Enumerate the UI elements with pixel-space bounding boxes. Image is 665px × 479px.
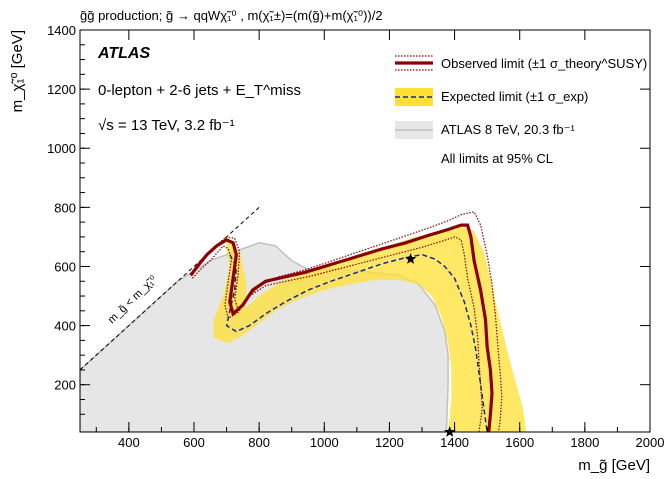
y-tick-label-0: 200 bbox=[54, 378, 76, 393]
legend-observed-label: Observed limit (±1 σ_theory^SUSY) bbox=[441, 56, 647, 71]
benchmark-star-0 bbox=[404, 253, 417, 264]
cl-note: All limits at 95% CL bbox=[441, 151, 553, 166]
selection-label: 0-lepton + 2-6 jets + E_T^miss bbox=[98, 82, 301, 99]
x-tick-label-8: 2000 bbox=[636, 435, 665, 450]
observed-line bbox=[189, 223, 494, 432]
x-tick-label-4: 1200 bbox=[375, 435, 404, 450]
energy-label: √s = 13 TeV, 3.2 fb⁻¹ bbox=[98, 117, 235, 134]
y-tick-label-1: 400 bbox=[54, 319, 76, 334]
observed-minus-line bbox=[191, 236, 483, 432]
y-tick-label-6: 1400 bbox=[47, 23, 76, 38]
x-tick-label-2: 800 bbox=[248, 435, 270, 450]
x-tick-label-3: 1000 bbox=[310, 435, 339, 450]
y-tick-label-5: 1200 bbox=[47, 82, 76, 97]
legend-expected-label: Expected limit (±1 σ_exp) bbox=[441, 89, 588, 104]
diagonal-line bbox=[80, 207, 260, 371]
x-tick-label-7: 1800 bbox=[570, 435, 599, 450]
x-tick-label-5: 1400 bbox=[440, 435, 469, 450]
observed-plus-line bbox=[190, 211, 503, 432]
x-tick-label-1: 600 bbox=[183, 435, 205, 450]
legend-atlas8-label: ATLAS 8 TeV, 20.3 fb⁻¹ bbox=[441, 122, 575, 137]
y-tick-label-3: 800 bbox=[54, 200, 76, 215]
expected-line bbox=[225, 253, 488, 432]
chart-title: g̃g̃ production; g̃ → qqWχ̃₁⁰ , m(χ̃₁±)=… bbox=[80, 8, 383, 23]
expected-band bbox=[213, 226, 527, 432]
benchmark-star-1 bbox=[444, 426, 456, 437]
plot-frame bbox=[79, 29, 651, 433]
x-tick-label-6: 1600 bbox=[505, 435, 534, 450]
x-tick-label-0: 400 bbox=[118, 435, 140, 450]
atlas-label: ATLAS bbox=[97, 45, 150, 62]
y-axis-label: m_χ̃₁⁰ [GeV] bbox=[9, 30, 26, 112]
y-tick-label-4: 1000 bbox=[47, 141, 76, 156]
x-axis-label: m_g̃ [GeV] bbox=[578, 457, 650, 474]
y-tick-label-2: 600 bbox=[54, 259, 76, 274]
